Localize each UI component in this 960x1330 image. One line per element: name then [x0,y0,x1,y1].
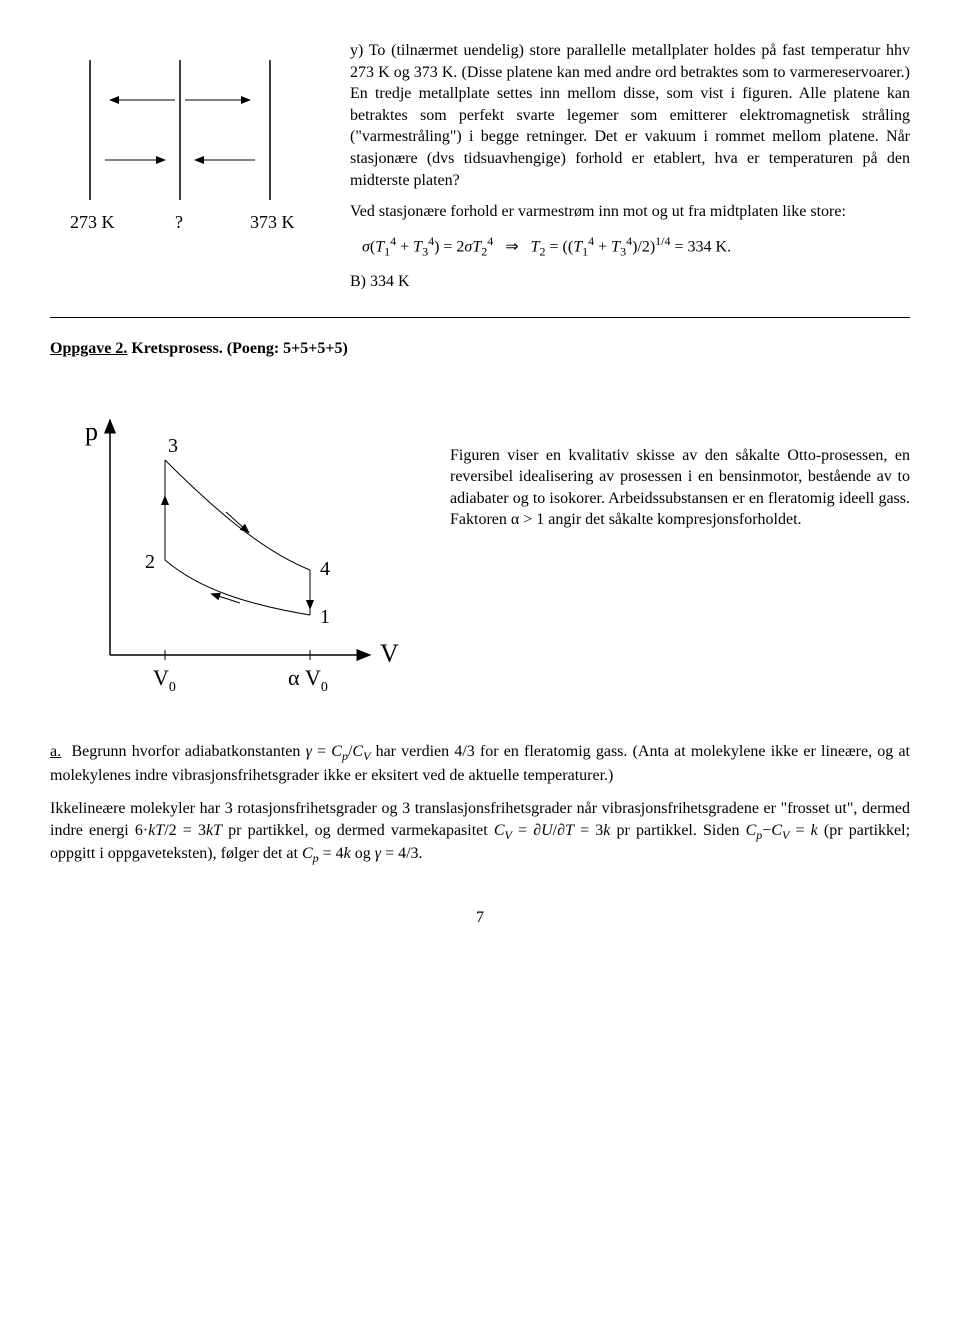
point-1: 1 [320,606,330,628]
problem-y-equation: σ(T14 + T34) = 2σT24 ⇒ T2 = ((T14 + T34)… [362,233,910,260]
problem-y-row: 273 K ? 373 K y) To (tilnærmet uendelig)… [50,40,910,303]
plate-mid-label: ? [175,212,183,232]
part-a-answer: Ikkelineære molekyler har 3 rotasjonsfri… [50,798,910,866]
point-2: 2 [145,551,155,573]
pv-figure: p V V0 α V0 1 2 3 4 [50,390,420,707]
y-axis-label: p [85,417,98,446]
point-4: 4 [320,558,330,580]
oppgave2-fig-text: Figuren viser en kvalitativ skisse av de… [450,390,910,541]
problem-y-body: y) To (tilnærmet uendelig) store paralle… [350,40,910,191]
problem-y-text: y) To (tilnærmet uendelig) store paralle… [350,40,910,303]
oppgave2-heading: Oppgave 2. Kretsprosess. (Poeng: 5+5+5+5… [50,338,910,360]
page-number: 7 [50,907,910,929]
part-a-question: a. Begrunn hvorfor adiabatkonstanten γ =… [50,741,910,786]
problem-y-answer: B) 334 K [350,271,910,293]
otto-description: Figuren viser en kvalitativ skisse av de… [450,445,910,531]
plate-right-label: 373 K [250,212,295,232]
point-3: 3 [168,435,178,457]
plate-left-label: 273 K [70,212,115,232]
pv-svg: p V V0 α V0 1 2 3 4 [50,390,420,700]
plates-svg: 273 K ? 373 K [50,40,320,240]
divider [50,317,910,318]
plates-figure: 273 K ? 373 K [50,40,320,247]
oppgave2-row: p V V0 α V0 1 2 3 4 Figuren viser en kva… [50,390,910,707]
problem-y-lead: Ved stasjonære forhold er varmestrøm inn… [350,201,910,223]
xtick-alphav0: α V0 [288,665,328,695]
xtick-v0: V0 [153,665,176,695]
x-axis-label: V [380,639,399,668]
